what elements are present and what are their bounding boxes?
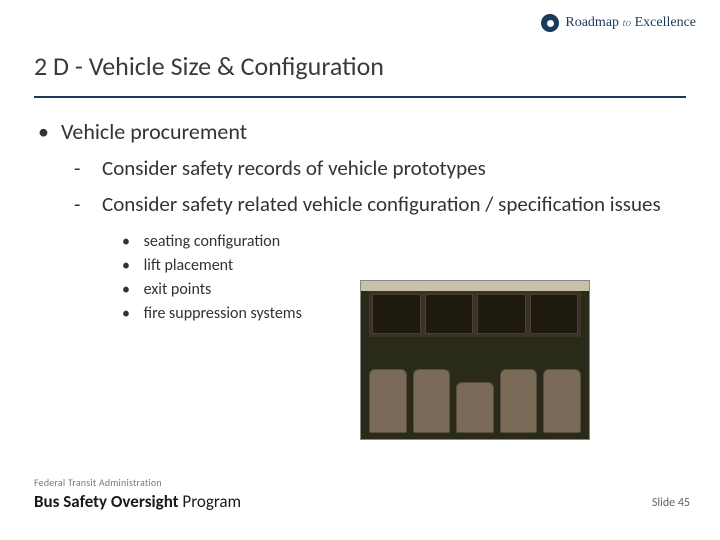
footer-logo-block: Federal Transit Administration Bus Safet… xyxy=(34,476,241,512)
bullet-level2: - Consider safety records of vehicle pro… xyxy=(74,155,682,181)
slide: Roadmap to Excellence 2 D - Vehicle Size… xyxy=(0,0,720,540)
slide-title: 2 D - Vehicle Size & Configuration xyxy=(34,50,686,90)
window-pane xyxy=(372,294,421,334)
roadmap-left: Roadmap xyxy=(565,15,619,30)
title-underline xyxy=(34,96,686,98)
photo-ceiling xyxy=(361,281,589,291)
seat xyxy=(543,369,581,433)
program-bold: Bus Safety Oversight xyxy=(34,491,179,512)
dash-icon: - xyxy=(74,191,102,217)
seat xyxy=(413,369,451,433)
bullet-icon: • xyxy=(122,254,140,278)
roadmap-text: Roadmap to Excellence xyxy=(565,15,696,31)
bullet-level3: • seating configuration xyxy=(122,230,682,254)
program-thin: Program xyxy=(182,491,241,512)
seat xyxy=(456,382,494,433)
bullet-icon: • xyxy=(122,230,140,254)
bullet-level3: • lift placement xyxy=(122,254,682,278)
title-block: 2 D - Vehicle Size & Configuration xyxy=(34,50,686,98)
window-pane xyxy=(477,294,526,334)
lvl3-text-1: lift placement xyxy=(144,256,234,275)
lvl1-text: Vehicle procurement xyxy=(61,118,247,145)
roadmap-to: to xyxy=(623,17,632,29)
window-pane xyxy=(425,294,474,334)
seat xyxy=(500,369,538,433)
lvl3-text-2: exit points xyxy=(144,280,212,299)
bullet-level2: - Consider safety related vehicle config… xyxy=(74,191,682,217)
lvl2-text-1: Consider safety related vehicle configur… xyxy=(102,191,682,217)
bullet-icon: • xyxy=(38,118,56,145)
header-logo-block: Roadmap to Excellence xyxy=(541,14,696,32)
roadmap-right: Excellence xyxy=(635,15,696,30)
lvl3-text-3: fire suppression systems xyxy=(144,304,302,323)
lvl2-text-0: Consider safety records of vehicle proto… xyxy=(102,155,682,181)
program-name: Bus Safety Oversight Program xyxy=(34,491,241,512)
fta-label: Federal Transit Administration xyxy=(34,476,241,489)
seat xyxy=(369,369,407,433)
window-pane xyxy=(530,294,579,334)
dot-logo-icon xyxy=(541,14,559,32)
bullet-level1: • Vehicle procurement xyxy=(38,118,682,145)
bullet-icon: • xyxy=(122,302,140,326)
photo-seats xyxy=(369,341,581,433)
photo-windows xyxy=(369,291,581,337)
bus-interior-photo xyxy=(360,280,590,440)
dash-icon: - xyxy=(74,155,102,181)
lvl3-text-0: seating configuration xyxy=(144,232,281,251)
bullet-icon: • xyxy=(122,278,140,302)
slide-number: Slide 45 xyxy=(652,496,690,510)
